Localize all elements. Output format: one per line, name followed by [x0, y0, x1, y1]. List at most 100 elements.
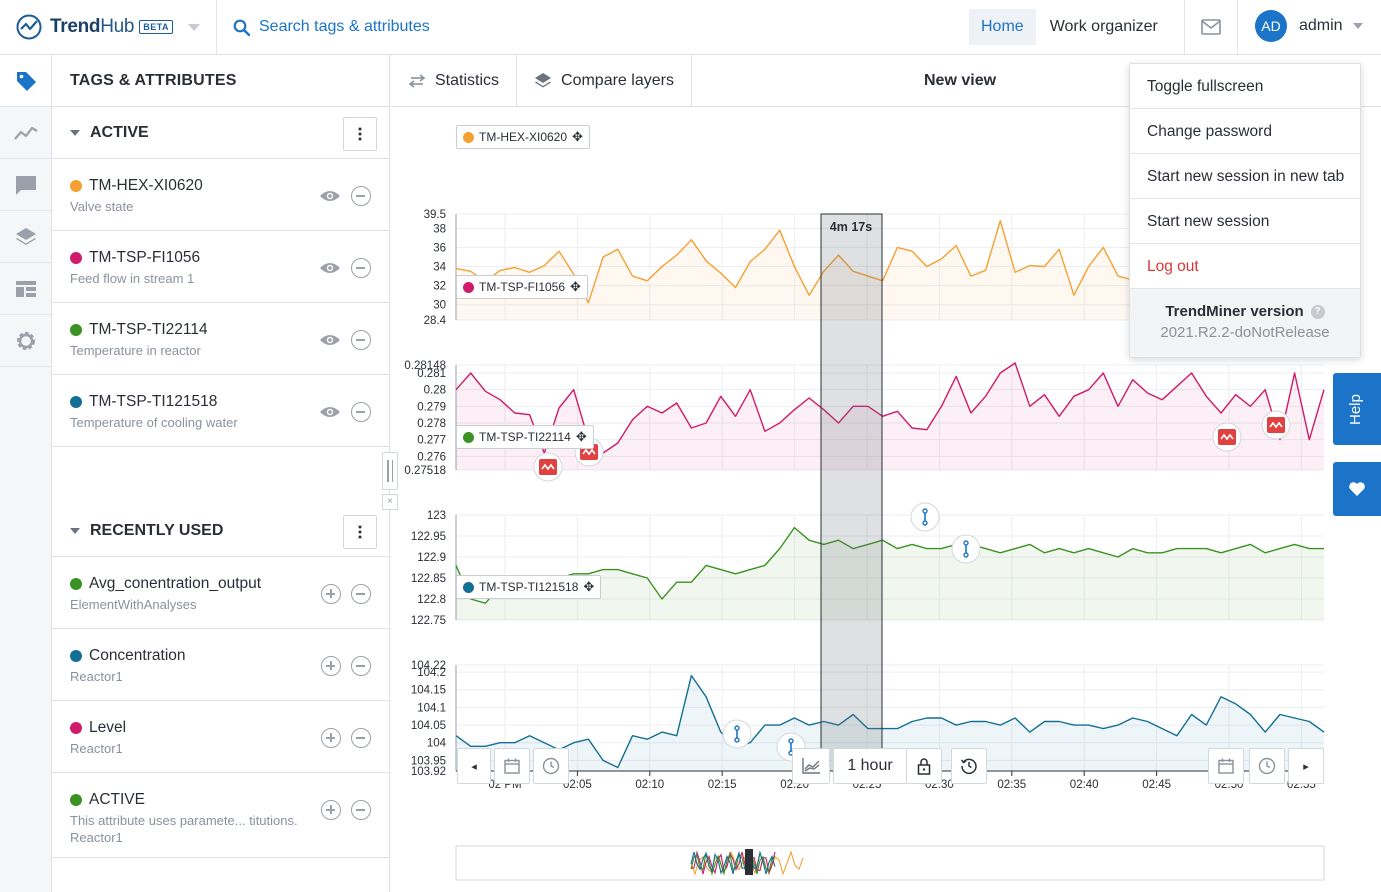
remove-tag-button[interactable] — [351, 728, 371, 748]
end-time-button[interactable] — [1249, 748, 1285, 784]
pin-icon — [734, 737, 740, 743]
remove-tag-button[interactable] — [351, 258, 371, 278]
tag-list-item[interactable]: TM-TSP-TI22114 Temperature in reactor — [52, 303, 389, 375]
y-tick-label: 122.85 — [411, 573, 446, 585]
y-tick-label: 104.1 — [417, 702, 446, 714]
collapse-panel-button[interactable]: × — [382, 494, 398, 510]
chart-toolbar: Statistics Compare layers New view — [391, 54, 1381, 107]
end-date-button[interactable] — [1208, 748, 1244, 784]
add-tag-button[interactable] — [321, 584, 341, 604]
chip-label: TM-HEX-XI0620 — [479, 130, 568, 144]
favorite-tab[interactable] — [1333, 462, 1381, 516]
messages-button[interactable] — [1184, 0, 1238, 54]
history-button[interactable] — [951, 748, 987, 784]
y-tick-label: 32 — [433, 281, 446, 293]
trendhub-logo-icon — [16, 14, 42, 40]
move-icon[interactable]: ✥ — [575, 429, 587, 444]
remove-tag-button[interactable] — [351, 186, 371, 206]
add-tag-button[interactable] — [321, 800, 341, 820]
eye-icon[interactable] — [319, 261, 341, 275]
recent-section-header[interactable]: RECENTLY USED — [52, 505, 389, 557]
tag-list-item[interactable]: Avg_conentration_output ElementWithAnalys… — [52, 557, 389, 629]
sidebar-tags-button[interactable] — [0, 55, 51, 107]
remove-tag-button[interactable] — [351, 402, 371, 422]
tag-list-item[interactable]: Level Reactor1 — [52, 701, 389, 773]
tag-list-item[interactable]: Concentration Reactor1 — [52, 629, 389, 701]
tag-color-dot — [70, 650, 82, 662]
menu-new-session-tab[interactable]: Start new session in new tab — [1130, 154, 1360, 199]
menu-new-session[interactable]: Start new session — [1130, 199, 1360, 244]
search-trigger[interactable]: Search tags & attributes — [233, 18, 430, 36]
recent-options-button[interactable] — [343, 515, 377, 549]
add-tag-button[interactable] — [321, 728, 341, 748]
alert-icon — [539, 459, 557, 475]
panel-title: TAGS & ATTRIBUTES — [52, 55, 389, 107]
move-icon[interactable]: ✥ — [572, 129, 583, 144]
tag-list-item[interactable]: TM-HEX-XI0620 Valve state — [52, 159, 389, 231]
swap-arrows-icon — [408, 73, 426, 88]
previous-period-button[interactable]: ◂ — [457, 748, 491, 784]
remove-tag-button[interactable] — [351, 584, 371, 604]
y-tick-label: 122.9 — [417, 552, 446, 564]
chart-tag-chip[interactable]: TM-TSP-TI22114 ✥ — [456, 425, 594, 449]
menu-toggle-fullscreen[interactable]: Toggle fullscreen — [1130, 64, 1360, 109]
sidebar-settings-button[interactable] — [0, 315, 51, 367]
chart-tag-chip[interactable]: TM-HEX-XI0620 ✥ — [456, 125, 590, 149]
move-icon[interactable]: ✥ — [570, 279, 581, 294]
app-switch-chevron-icon[interactable] — [188, 23, 200, 31]
nav-work-organizer[interactable]: Work organizer — [1049, 18, 1158, 35]
tag-list-item[interactable]: TM-TSP-FI1056 Feed flow in stream 1 — [52, 231, 389, 303]
sidebar-comments-button[interactable] — [0, 159, 51, 211]
chart-type-button[interactable] — [792, 748, 830, 784]
time-range-selector[interactable]: 1 hour — [833, 748, 907, 784]
view-title[interactable]: New view — [924, 72, 997, 89]
next-period-button[interactable]: ▸ — [1288, 748, 1324, 784]
remove-tag-button[interactable] — [351, 800, 371, 820]
chart-tag-chip[interactable]: TM-TSP-FI1056 ✥ — [456, 275, 588, 299]
help-tab[interactable]: Help — [1333, 373, 1381, 445]
user-menu-trigger[interactable]: AD admin — [1255, 10, 1363, 42]
y-tick-label: 122.8 — [417, 594, 446, 606]
active-options-button[interactable] — [343, 117, 377, 151]
sidebar-layers-button[interactable] — [0, 211, 51, 263]
chevron-down-icon — [1352, 23, 1363, 29]
tag-list-item[interactable]: ACTIVE This attribute uses paramete... ti… — [52, 773, 389, 858]
compare-layers-button[interactable]: Compare layers — [517, 54, 692, 107]
nav-home[interactable]: Home — [969, 9, 1036, 45]
tag-list-item[interactable]: TM-TSP-TI121518 Temperature of cooling wa… — [52, 375, 389, 447]
active-section-header[interactable]: ACTIVE — [52, 107, 389, 159]
add-tag-button[interactable] — [321, 656, 341, 676]
tag-color-dot — [70, 324, 82, 336]
eye-icon[interactable] — [319, 189, 341, 203]
remove-tag-button[interactable] — [351, 656, 371, 676]
series-line — [455, 526, 1324, 604]
eye-icon[interactable] — [319, 333, 341, 347]
y-tick-label: 0.276 — [417, 451, 446, 463]
help-question-icon[interactable]: ? — [1310, 304, 1325, 319]
start-time-button[interactable] — [533, 748, 569, 784]
start-date-button[interactable] — [494, 748, 530, 784]
chart-tag-chip[interactable]: TM-TSP-TI121518 ✥ — [456, 575, 602, 599]
y-tick-label: 0.279 — [417, 401, 446, 413]
menu-change-password[interactable]: Change password — [1130, 109, 1360, 154]
user-dropdown-menu: Toggle fullscreen Change password Start … — [1129, 63, 1361, 358]
move-icon[interactable]: ✥ — [583, 579, 595, 594]
eye-icon[interactable] — [319, 405, 341, 419]
tag-color-dot — [70, 252, 82, 264]
y-tick-label: 122.95 — [411, 531, 446, 543]
y-tick-label: 0.278 — [417, 418, 446, 430]
history-icon — [960, 758, 977, 775]
sidebar-trends-button[interactable] — [0, 107, 51, 159]
comment-icon — [15, 175, 36, 195]
tag-name: TM-HEX-XI0620 — [89, 177, 203, 194]
main-nav: Home Work organizer — [969, 9, 1172, 45]
heart-icon — [1349, 482, 1365, 496]
menu-log-out[interactable]: Log out — [1130, 244, 1360, 289]
lock-range-button[interactable] — [906, 748, 942, 784]
remove-tag-button[interactable] — [351, 330, 371, 350]
app-logo[interactable]: TrendHub BETA — [0, 0, 217, 55]
panel-resize-handle[interactable] — [382, 452, 398, 490]
statistics-button[interactable]: Statistics — [391, 54, 518, 107]
sidebar-dashboard-button[interactable] — [0, 263, 51, 315]
